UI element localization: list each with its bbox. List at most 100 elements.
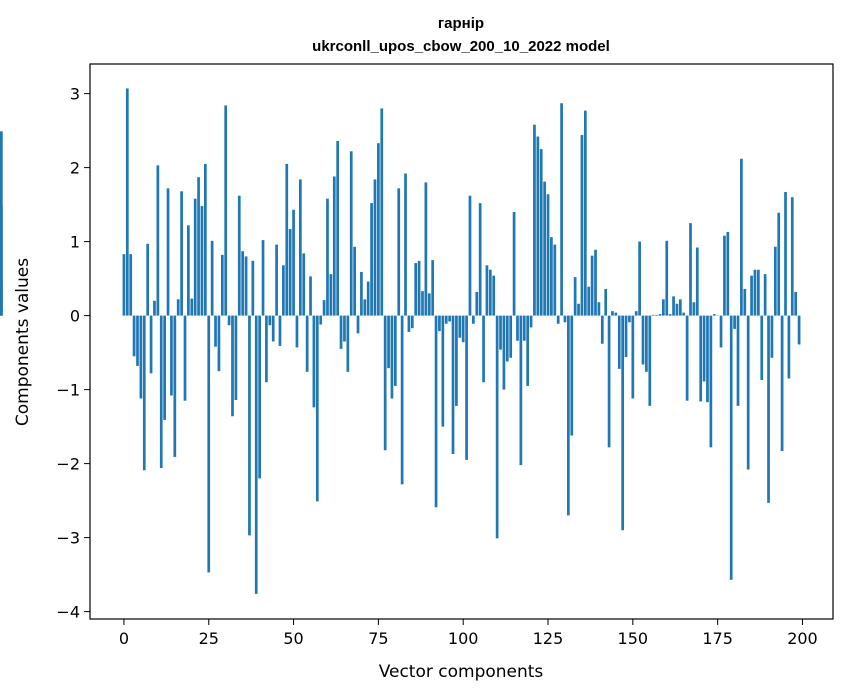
bar xyxy=(773,246,777,316)
bar xyxy=(509,315,513,358)
bar xyxy=(458,315,462,338)
bar xyxy=(573,277,577,316)
bar xyxy=(580,135,584,316)
bar xyxy=(159,315,163,469)
bar xyxy=(570,315,574,436)
bar xyxy=(349,151,353,316)
bar xyxy=(149,315,153,374)
bar xyxy=(400,315,404,485)
bar xyxy=(607,315,611,448)
bar xyxy=(729,315,733,580)
bars-group xyxy=(0,88,801,594)
bar xyxy=(410,315,414,329)
bar xyxy=(285,163,289,316)
bar xyxy=(346,315,350,372)
bar xyxy=(784,192,787,316)
x-tick-label: 200 xyxy=(787,629,818,648)
bar xyxy=(258,315,261,479)
bar xyxy=(339,315,343,349)
bar xyxy=(628,315,631,323)
bar xyxy=(207,315,211,573)
bar xyxy=(550,237,553,316)
bar xyxy=(519,315,523,466)
bar xyxy=(753,269,757,316)
bar xyxy=(733,315,736,329)
bar xyxy=(648,315,652,406)
bar xyxy=(431,260,435,316)
bar xyxy=(312,315,316,408)
x-tick-label: 150 xyxy=(618,629,649,648)
x-tick-label: 25 xyxy=(199,629,219,648)
bar xyxy=(156,165,160,316)
y-tick-label: −3 xyxy=(56,529,80,548)
bar xyxy=(0,131,3,316)
bar xyxy=(146,243,150,316)
bar xyxy=(190,298,194,316)
bar xyxy=(173,315,177,457)
bar xyxy=(332,176,336,316)
bar xyxy=(587,286,591,316)
bar xyxy=(261,240,265,316)
bar xyxy=(563,315,567,323)
bar xyxy=(278,315,282,346)
bar xyxy=(472,315,475,324)
bar xyxy=(248,315,251,536)
bar xyxy=(780,315,784,452)
bar xyxy=(448,315,451,322)
bar xyxy=(309,276,312,316)
bar xyxy=(505,315,509,362)
bar xyxy=(282,265,285,316)
bar xyxy=(166,188,170,316)
bar xyxy=(767,315,770,503)
bar xyxy=(234,315,238,400)
bar xyxy=(797,315,801,345)
bar xyxy=(516,315,519,341)
bar xyxy=(390,315,394,399)
bar xyxy=(363,299,367,316)
bar xyxy=(726,231,730,316)
bar xyxy=(706,315,709,403)
bar xyxy=(305,315,309,372)
bar xyxy=(736,315,740,406)
bar xyxy=(326,198,329,316)
bar xyxy=(414,263,418,316)
bar xyxy=(658,314,662,316)
bar xyxy=(434,315,438,508)
bar xyxy=(187,225,190,316)
bar xyxy=(407,315,411,332)
bar xyxy=(292,209,295,316)
bar xyxy=(142,315,146,471)
bar xyxy=(319,315,323,325)
bar xyxy=(383,315,387,451)
bar xyxy=(356,315,360,334)
bar xyxy=(241,251,245,316)
bar xyxy=(692,302,696,316)
bar xyxy=(539,149,543,316)
bar xyxy=(770,315,774,358)
y-axis-label: Components values xyxy=(13,258,33,426)
bar xyxy=(129,254,133,316)
bar xyxy=(210,240,214,316)
bar xyxy=(529,315,533,328)
bar xyxy=(512,212,516,316)
bar xyxy=(200,206,204,316)
bar xyxy=(268,315,272,326)
bar xyxy=(153,300,156,316)
bar xyxy=(244,256,248,316)
bar xyxy=(336,140,340,316)
bar xyxy=(393,315,397,386)
bar xyxy=(288,229,292,316)
y-tick-label: 1 xyxy=(70,233,80,252)
bar xyxy=(533,124,536,316)
plot-frame xyxy=(89,63,834,620)
bar xyxy=(617,315,621,369)
bar xyxy=(387,315,390,369)
chart-title: гарнір xyxy=(438,15,484,32)
bar xyxy=(421,291,424,316)
bar xyxy=(482,315,485,383)
bar xyxy=(377,143,380,316)
bar xyxy=(787,315,791,379)
bar xyxy=(543,181,546,316)
x-axis-ticks: 0 25 50 75 100 125 150 175 200 xyxy=(119,619,818,648)
bar xyxy=(170,315,173,396)
